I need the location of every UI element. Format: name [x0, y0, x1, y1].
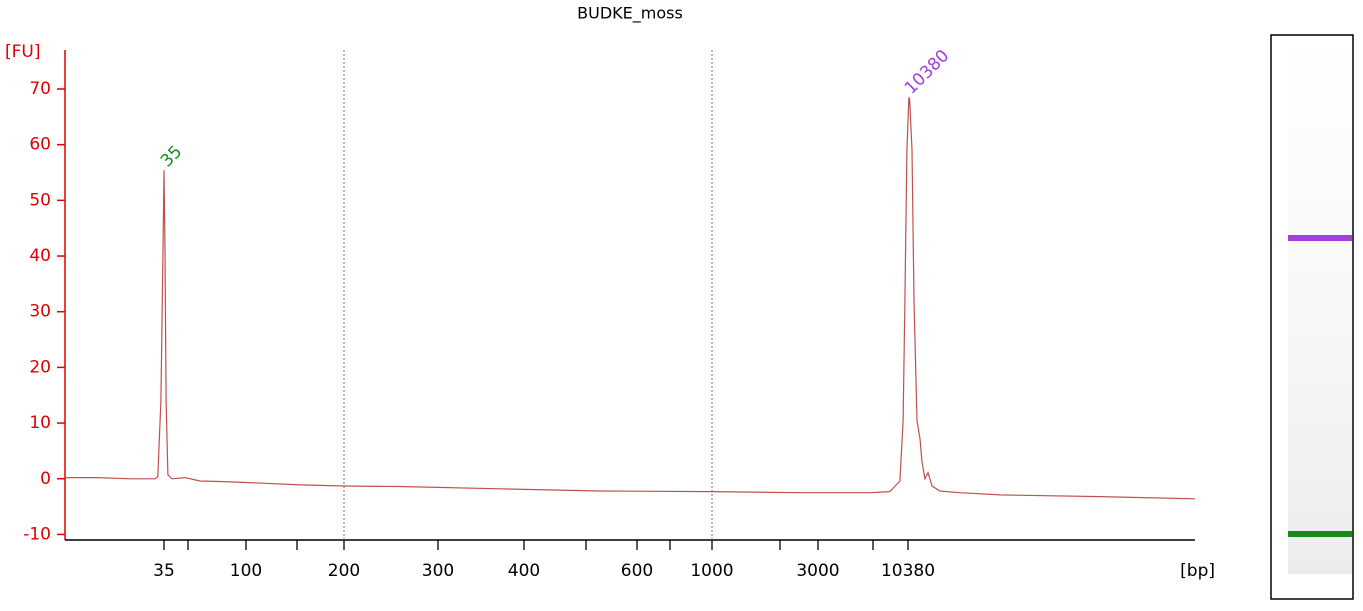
y-tick-label: 70 — [29, 79, 51, 99]
y-tick-label: -10 — [23, 524, 51, 544]
y-tick-label: 40 — [29, 246, 51, 266]
gel-lane — [1288, 36, 1352, 574]
y-tick-label: 30 — [29, 302, 51, 322]
chart-title: BUDKE_moss — [577, 4, 683, 24]
gel-band — [1288, 235, 1352, 241]
y-tick-label: 10 — [29, 413, 51, 433]
y-tick-label: 20 — [29, 357, 51, 377]
x-axis-label: [bp] — [1180, 561, 1215, 581]
x-tick-label: 400 — [508, 561, 540, 581]
x-tick-label: 200 — [328, 561, 360, 581]
x-tick-label: 35 — [153, 561, 175, 581]
gel-band — [1288, 531, 1352, 537]
x-tick-label: 300 — [422, 561, 454, 581]
x-tick-label: 100 — [230, 561, 262, 581]
x-tick-label: 3000 — [796, 561, 839, 581]
x-tick-label: 600 — [621, 561, 653, 581]
y-tick-label: 60 — [29, 135, 51, 155]
y-axis-label: [FU] — [5, 42, 41, 62]
y-tick-label: 50 — [29, 190, 51, 210]
x-tick-label: 1000 — [690, 561, 733, 581]
x-tick-label: 10380 — [881, 561, 935, 581]
peak-label: 35 — [157, 142, 186, 171]
trace — [65, 97, 1196, 500]
peak-label: 10380 — [901, 46, 953, 98]
y-tick-label: 0 — [40, 469, 51, 489]
